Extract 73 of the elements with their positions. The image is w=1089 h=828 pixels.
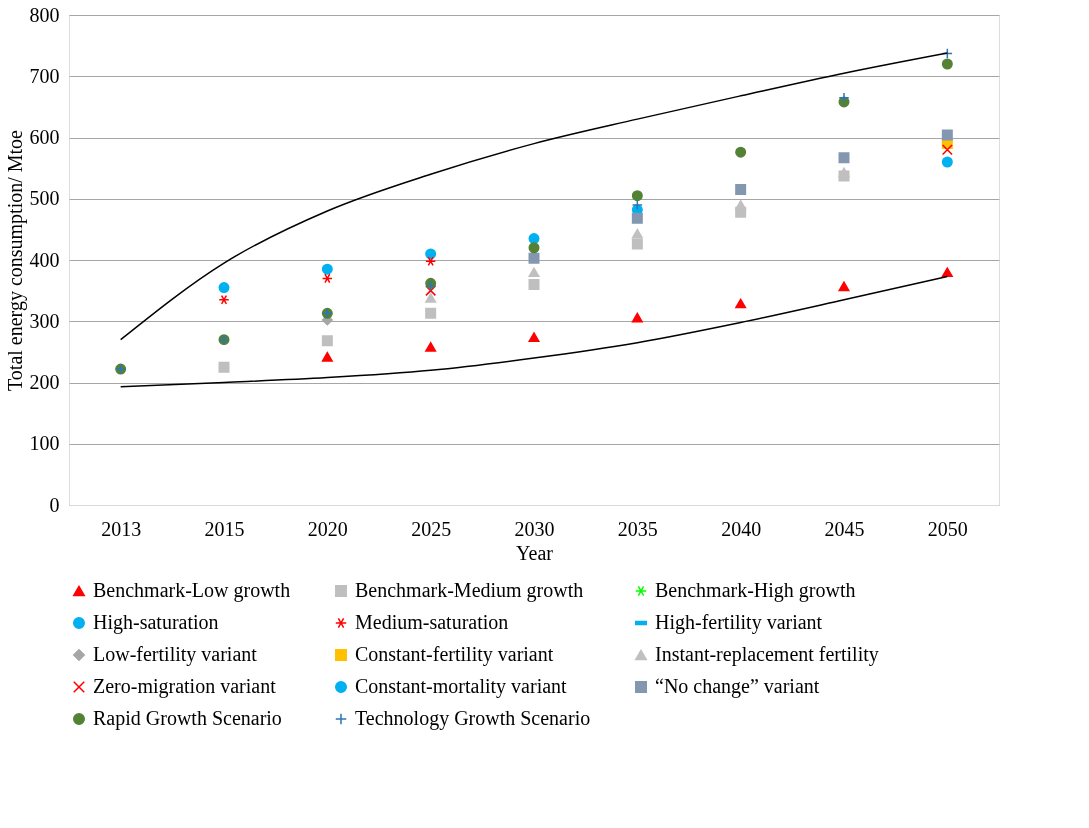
legend-label: Technology Growth Scenario [355, 707, 591, 730]
point [735, 146, 747, 158]
point [631, 199, 643, 211]
point [321, 335, 333, 347]
legend-label: Low-fertility variant [93, 643, 258, 666]
point [528, 332, 540, 343]
legend-label: Constant-mortality variant [355, 675, 568, 698]
y-tick-label: 500 [29, 187, 60, 210]
point [321, 273, 333, 284]
point [218, 361, 230, 373]
point [528, 242, 540, 254]
point [735, 200, 747, 210]
x-tick-label: 2040 [721, 517, 762, 540]
line-series [119, 52, 949, 341]
y-tick-label: 700 [29, 64, 60, 87]
point [838, 281, 850, 292]
y-tick-label: 300 [29, 309, 60, 332]
point [631, 212, 643, 224]
point [735, 298, 747, 309]
point [425, 248, 437, 260]
point [425, 293, 437, 303]
point [321, 351, 333, 362]
y-tick-label: 600 [29, 126, 60, 148]
legend-label: Zero-migration variant [93, 675, 277, 698]
legend-label: Benchmark-Low growth [93, 579, 291, 602]
point [941, 267, 953, 278]
point [941, 129, 953, 141]
x-tick-label: 2050 [927, 517, 968, 540]
point [528, 279, 540, 290]
point [735, 184, 747, 196]
point [631, 238, 643, 250]
legend-label: “No change” variant [655, 675, 820, 698]
point [631, 190, 643, 202]
point [425, 307, 437, 319]
y-tick-label: 800 [29, 3, 60, 26]
y-tick-label: 200 [29, 371, 60, 393]
x-tick-label: 2035 [617, 517, 658, 540]
point [425, 285, 437, 297]
legend-label: Benchmark-High growth [655, 579, 856, 602]
point [631, 312, 643, 323]
point [941, 156, 953, 168]
legend-label: High-fertility variant [655, 611, 823, 634]
point [838, 92, 850, 104]
point [528, 233, 540, 245]
x-tick-label: 2045 [824, 517, 865, 540]
x-axis-title: Year [516, 541, 554, 564]
legend-label: Instant-replacement fertility [655, 643, 879, 666]
y-axis-title: Total energy consumption/ Mtoe [3, 129, 27, 391]
point [838, 167, 850, 178]
x-tick-label: 2015 [204, 517, 245, 540]
legend-label: Medium-saturation [355, 611, 509, 633]
legend-label: Benchmark-Medium growth [355, 579, 584, 602]
point [941, 58, 953, 70]
point [941, 144, 953, 156]
point [218, 282, 230, 294]
x-tick-label: 2013 [101, 517, 142, 540]
y-tick-label: 0 [49, 493, 60, 516]
legend-label: High-saturation [93, 611, 219, 634]
point [528, 267, 540, 278]
point [528, 252, 540, 264]
y-tick-label: 400 [29, 248, 60, 271]
legend-label: Constant-fertility variant [355, 643, 554, 666]
y-tick-label: 100 [29, 432, 60, 455]
x-tick-label: 2025 [411, 517, 452, 540]
point [425, 342, 437, 352]
x-tick-label: 2030 [514, 517, 555, 540]
point [425, 256, 437, 267]
point [631, 228, 643, 239]
legend-label: Rapid Growth Scenario [93, 707, 282, 730]
point [321, 263, 333, 275]
point [218, 294, 230, 305]
x-tick-label: 2020 [307, 517, 348, 540]
point [838, 152, 850, 164]
